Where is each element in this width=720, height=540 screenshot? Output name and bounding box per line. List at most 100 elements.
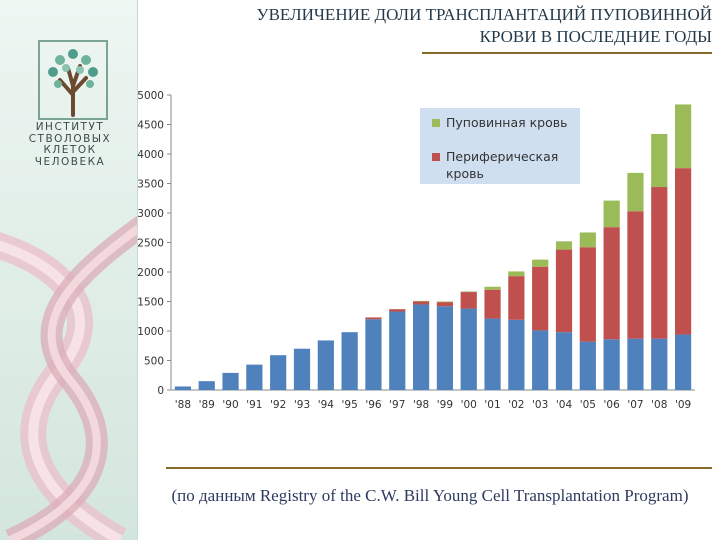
x-tick-label: '97 — [389, 399, 405, 411]
ribbon-decoration — [0, 215, 137, 540]
sidebar-panel: ИНСТИТУТ СТВОЛОВЫХ КЛЕТОК ЧЕЛОВЕКА — [0, 0, 137, 540]
bar-segment — [389, 311, 406, 390]
bar-segment — [651, 187, 668, 339]
bar-segment — [579, 341, 596, 390]
bar-segment — [508, 271, 525, 277]
bar-segment — [484, 289, 501, 319]
bar-segment — [412, 300, 430, 302]
bar-segment — [365, 319, 382, 390]
bar-segment — [317, 340, 334, 390]
x-tick-label: '09 — [675, 399, 691, 411]
y-tick-label: 4000 — [137, 149, 164, 161]
bar-segment — [555, 241, 573, 250]
legend-label-peripheral-blood: Периферическая кровь — [446, 149, 559, 181]
logo-line: ЧЕЛОВЕКА — [34, 155, 106, 168]
bar-segment — [651, 133, 668, 188]
bar-segment — [508, 319, 525, 390]
x-tick-label: '07 — [627, 399, 643, 411]
bar-segment — [436, 306, 454, 390]
y-tick-label: 3500 — [137, 179, 164, 191]
logo-line: КЛЕТОК — [43, 144, 97, 156]
logo-line: СТВОЛОВЫХ — [28, 132, 112, 145]
legend-label-cord-blood: Пуповинная кровь — [446, 115, 568, 130]
bar-segment — [246, 364, 263, 390]
x-tick-label: '96 — [365, 399, 382, 411]
bar-segment — [627, 338, 644, 390]
sidebar-divider — [137, 0, 138, 540]
y-tick-label: 3000 — [137, 208, 164, 220]
legend-swatch-cord-blood — [432, 119, 440, 127]
x-tick-label: '88 — [175, 399, 191, 411]
bar-segment — [484, 318, 501, 390]
bar-segment — [651, 338, 668, 390]
bar-segment — [460, 291, 477, 293]
bar-segment — [674, 104, 692, 169]
x-tick-label: '01 — [484, 399, 500, 411]
y-tick-label: 5000 — [137, 90, 164, 102]
bar-segment — [603, 227, 620, 340]
bar-segment — [412, 304, 430, 390]
bar-segment — [555, 249, 573, 333]
bar-segment — [389, 309, 406, 312]
logo-line: ИНСТИТУТ — [35, 121, 105, 133]
x-tick-label: '94 — [318, 399, 335, 411]
x-tick-label: '02 — [508, 399, 524, 411]
title-line-2: КРОВИ В ПОСЛЕДНИЕ ГОДЫ — [479, 27, 712, 46]
y-tick-label: 1500 — [137, 297, 164, 309]
y-tick-label: 2000 — [137, 267, 164, 279]
source-note: (по данным Registry of the C.W. Bill You… — [171, 486, 689, 505]
bar-segment — [674, 168, 692, 335]
bar-segment — [270, 355, 287, 390]
bar-segment — [198, 381, 215, 390]
x-tick-label: '98 — [413, 399, 429, 411]
x-tick-label: '95 — [342, 399, 358, 411]
bar-segment — [293, 348, 311, 390]
y-tick-label: 1000 — [137, 326, 164, 338]
x-tick-label: '90 — [222, 399, 238, 411]
x-tick-label: '89 — [199, 399, 215, 411]
x-tick-label: '06 — [604, 399, 621, 411]
logo-text: ИНСТИТУТ СТВОЛОВЫХ КЛЕТОК ЧЕЛОВЕКА — [14, 121, 126, 168]
tree-logo-icon — [38, 40, 108, 120]
x-tick-label: '91 — [246, 399, 262, 411]
bar-segment — [460, 308, 477, 390]
bar-segment — [365, 317, 382, 320]
source-divider — [166, 467, 712, 469]
bar-segment — [174, 386, 192, 390]
legend-item-peripheral-blood: Периферическая кровь — [432, 148, 576, 182]
bar-segment — [532, 266, 549, 331]
legend-item-cord-blood: Пуповинная кровь — [432, 114, 576, 131]
x-tick-label: '00 — [461, 399, 477, 411]
bar-segment — [555, 332, 573, 390]
bar-segment — [341, 332, 358, 390]
bar-segment — [460, 292, 477, 309]
x-tick-label: '04 — [556, 399, 573, 411]
bar-segment — [436, 302, 454, 307]
title-line-1: УВЕЛИЧЕНИЕ ДОЛИ ТРАНСПЛАНТАЦИЙ ПУПОВИННО… — [256, 5, 712, 24]
bar-segment — [579, 247, 596, 342]
bar-segment — [222, 372, 239, 390]
chart-legend: Пуповинная кровь Периферическая кровь — [420, 108, 580, 184]
bar-segment — [627, 172, 644, 212]
x-tick-label: '92 — [270, 399, 286, 411]
bar-segment — [532, 259, 549, 267]
y-tick-label: 4500 — [137, 120, 164, 132]
bar-segment — [579, 232, 596, 248]
bar-segment — [484, 286, 501, 290]
bar-segment — [412, 301, 430, 305]
stacked-bar-chart: 0 500 1000 1500 2000 2500 3000 3500 4000 4500 5000… — [137, 90, 695, 411]
x-tick-label: '08 — [651, 399, 667, 411]
bar-segment — [674, 334, 692, 390]
x-tick-label: '03 — [532, 399, 548, 411]
bar-segment — [627, 211, 644, 339]
y-tick-label: 500 — [144, 356, 164, 368]
x-tick-label: '05 — [580, 399, 596, 411]
x-tick-label: '93 — [294, 399, 310, 411]
bar-segment — [603, 200, 620, 228]
legend-swatch-peripheral-blood — [432, 153, 440, 161]
bar-segment — [532, 330, 549, 390]
bar-segment — [603, 339, 620, 390]
bar-segment — [508, 276, 525, 320]
x-tick-label: '99 — [437, 399, 453, 411]
title-underline — [422, 52, 712, 54]
